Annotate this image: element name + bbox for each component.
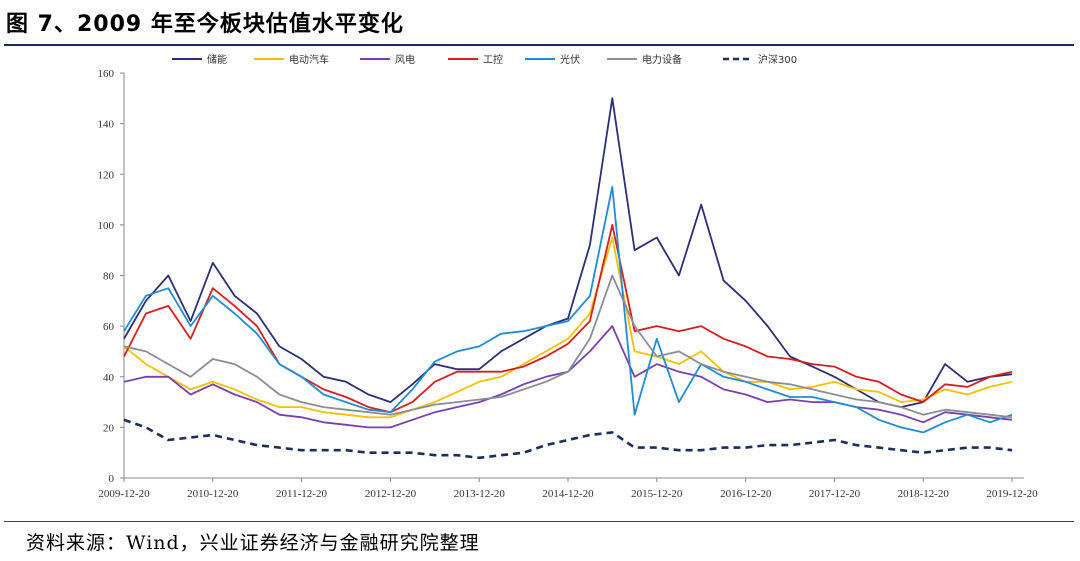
source-note: 资料来源：Wind，兴业证券经济与金融研究院整理 [26,532,480,554]
y-tick-label: 140 [98,119,115,131]
x-tick-label: 2015-12-20 [631,488,683,500]
y-axis: 0 20 40 60 80 100 120 140 160 [98,68,125,485]
legend-label: 风电 [395,53,415,66]
legend-label: 电力设备 [642,53,682,66]
y-tick-label: 0 [109,473,115,485]
y-tick-label: 80 [103,271,115,283]
legend-label: 光伏 [560,53,580,66]
x-tick-label: 2012-12-20 [365,488,417,500]
series-line-7 [123,418,1013,460]
x-tick-label: 2010-12-20 [187,488,239,500]
y-tick-label: 100 [98,220,115,232]
title-divider [4,44,1074,46]
series-line-2 [123,236,1013,419]
line-chart: 储能 电动汽车 风电 工控 光伏 电力设备 沪深300 0 20 40 60 80 100 120 140… [98,53,1039,500]
figure-title: 图 7、2009 年至今板块估值水平变化 [6,12,404,37]
x-tick-label: 2011-12-20 [276,488,327,500]
x-tick-label: 2017-12-20 [809,488,861,500]
series-line-6 [123,274,1013,419]
x-axis: 2009-12-20 2010-12-20 2011-12-20 2012-12-20… [98,477,1038,500]
chart-legend: 储能 电动汽车 风电 工控 光伏 电力设备 沪深300 [172,53,797,66]
y-tick-label: 160 [98,68,115,80]
series-line-4 [123,223,1013,414]
x-tick-label: 2009-12-20 [98,488,150,500]
y-tick-label: 120 [98,169,115,181]
legend-label: 储能 [207,53,227,66]
plot-area [123,97,1013,460]
y-tick-label: 60 [103,321,115,333]
series-line-5 [123,185,1013,434]
source-divider [4,521,1074,522]
series-line-1 [123,97,1013,409]
y-tick-label: 40 [103,372,115,384]
legend-label: 电动汽车 [289,53,329,66]
legend-label: 沪深300 [758,53,797,66]
legend-label: 工控 [483,53,503,66]
x-tick-label: 2018-12-20 [898,488,950,500]
x-tick-label: 2013-12-20 [454,488,506,500]
x-tick-label: 2019-12-20 [986,488,1038,500]
y-tick-label: 20 [103,422,115,434]
x-tick-label: 2014-12-20 [542,488,594,500]
x-tick-label: 2016-12-20 [720,488,772,500]
